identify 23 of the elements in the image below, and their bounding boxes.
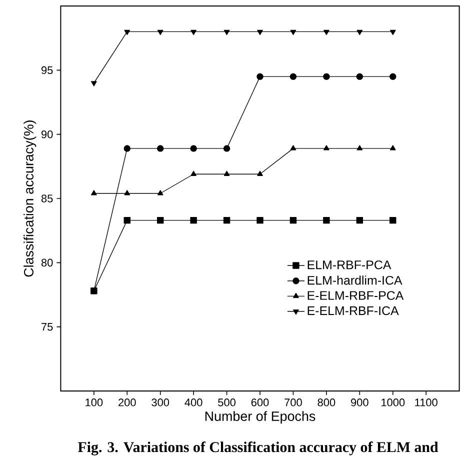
y-tick-label: 95 — [42, 66, 53, 74]
x-tick-label: 100 — [86, 398, 103, 406]
caption: Fig. 3. Variations of Classification accuracy of ELM and — [78, 442, 438, 456]
legend-label: ELM-hardlim-ICA — [308, 276, 402, 285]
x-tick-label: 600 — [251, 398, 269, 406]
x-tick-label: 400 — [184, 398, 202, 406]
y-tick-label: 75 — [42, 323, 53, 331]
x-tick-label: 500 — [218, 398, 236, 406]
x-tick-label: 800 — [318, 398, 336, 406]
x-tick-label: 300 — [152, 398, 170, 406]
x-tick-label: 700 — [284, 398, 302, 406]
y-tick-label: 90 — [42, 130, 53, 138]
legend-label: ELM-RBF-PCA — [308, 260, 392, 270]
y-tick-label: 80 — [41, 258, 53, 267]
y-tick-label: 85 — [41, 194, 53, 202]
y-axis-title: Classification accuracy(%) — [24, 120, 36, 277]
legend-label: E-ELM-RBF-PCA — [308, 291, 404, 300]
legend-label: E-ELM-RBF-ICA — [308, 306, 399, 316]
x-tick-label: 200 — [118, 398, 136, 406]
x-axis-title: Number of Epochs — [205, 411, 316, 424]
x-tick-label: 900 — [351, 398, 368, 406]
x-tick-label: 1000 — [382, 398, 405, 406]
x-tick-label: 1100 — [415, 398, 438, 406]
